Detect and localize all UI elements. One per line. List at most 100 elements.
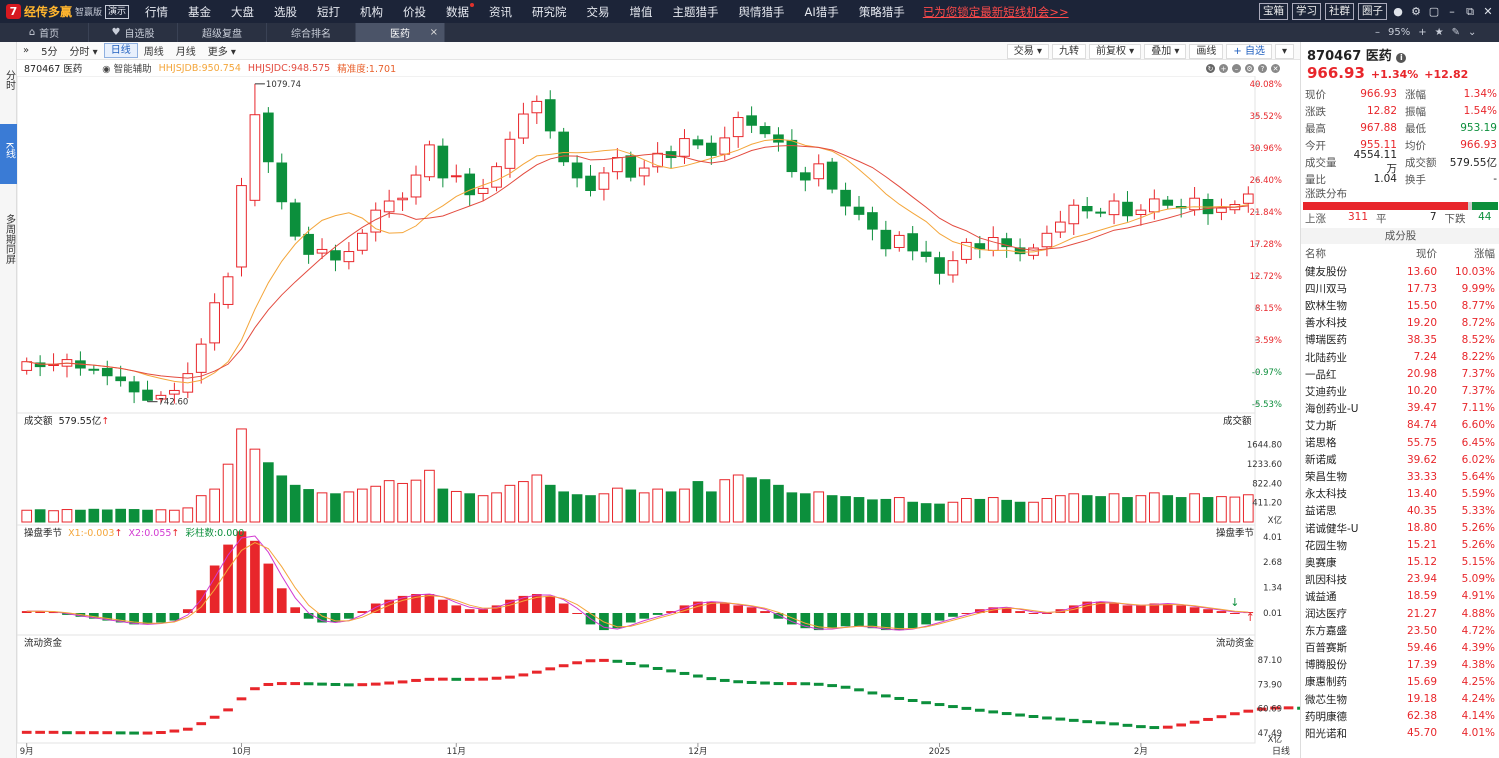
- constituent-row[interactable]: 荣昌生物 33.33 5.64%: [1305, 470, 1495, 484]
- constituent-row[interactable]: 永太科技 13.40 5.59%: [1305, 487, 1495, 501]
- star-icon[interactable]: ★: [1434, 27, 1444, 38]
- nav-item[interactable]: 交易: [586, 4, 610, 19]
- candle-body: [1189, 197, 1200, 211]
- chart-tool-button[interactable]: 前复权 ▾: [1089, 43, 1142, 59]
- promo-link[interactable]: 已为您锁定最新短线机会>>: [922, 4, 1069, 19]
- nav-item[interactable]: 策略猎手: [858, 4, 905, 19]
- tab-intraday[interactable]: 分时: [3, 70, 15, 90]
- chart-tool-button[interactable]: 交易 ▾: [1006, 43, 1049, 59]
- nav-item[interactable]: 行情: [145, 4, 169, 19]
- nav-item[interactable]: 价投: [403, 4, 427, 19]
- period-button[interactable]: 月线: [175, 47, 196, 58]
- window-icon[interactable]: ▢: [1428, 5, 1440, 18]
- nav-item[interactable]: AI猎手: [804, 4, 839, 19]
- candle-body: [840, 189, 851, 207]
- tab-item[interactable]: ⌂ 首页: [0, 23, 89, 42]
- period-button[interactable]: 日线: [103, 43, 138, 58]
- constituent-row[interactable]: 益诺思 40.35 5.33%: [1305, 504, 1495, 518]
- user-icon[interactable]: ●: [1393, 5, 1403, 18]
- top-button[interactable]: 学习: [1292, 3, 1321, 20]
- constituent-row[interactable]: 善水科技 19.20 8.72%: [1305, 316, 1495, 330]
- constituent-row[interactable]: 北陆药业 7.24 8.22%: [1305, 351, 1495, 364]
- close-panel-icon[interactable]: ✕: [1271, 64, 1280, 73]
- constituent-row[interactable]: 康惠制药 15.69 4.25%: [1305, 675, 1495, 689]
- constituent-row[interactable]: 药明康德 62.38 4.14%: [1305, 710, 1495, 723]
- tab-item[interactable]: ♥ 自选股: [89, 23, 178, 42]
- constituent-row[interactable]: 诺思格 55.75 6.45%: [1305, 436, 1495, 450]
- collapse-icon[interactable]: »: [23, 45, 30, 56]
- constituent-row[interactable]: 凯因科技 23.94 5.09%: [1305, 573, 1495, 586]
- chart-tool-button[interactable]: 画线: [1189, 43, 1224, 59]
- constituent-row[interactable]: 诚益通 18.59 4.91%: [1305, 590, 1495, 603]
- home-icon: ⌂: [28, 27, 36, 38]
- kline-chart[interactable]: 40.08% 35.52% 30.96% 26.40% 21.84% 17.28% 12.7…: [17, 76, 1300, 758]
- constituent-row[interactable]: 博瑞医药 38.35 8.52%: [1305, 333, 1495, 347]
- constituent-row[interactable]: 微芯生物 19.18 4.24%: [1305, 693, 1495, 706]
- chart-tool-button[interactable]: 叠加 ▾: [1144, 43, 1187, 59]
- constituent-row[interactable]: 一品红 20.98 7.37%: [1305, 368, 1495, 381]
- tab-item[interactable]: 超级复盘: [178, 23, 267, 42]
- minimize-icon[interactable]: –: [1449, 5, 1455, 18]
- volume-axis-tick: 1233.60: [1247, 460, 1282, 470]
- restore-icon[interactable]: ⧉: [1466, 4, 1474, 18]
- constituent-row[interactable]: 艾迪药业 10.20 7.37%: [1305, 385, 1495, 398]
- constituent-row[interactable]: 艾力斯 84.74 6.60%: [1305, 419, 1495, 432]
- period-button[interactable]: 分时 ▾: [69, 47, 98, 58]
- period-button[interactable]: 更多 ▾: [207, 47, 236, 58]
- chart-tool-button[interactable]: 九转: [1052, 43, 1086, 59]
- tab-multi-period[interactable]: 多周期同屏: [3, 214, 15, 264]
- candle-body: [276, 162, 288, 203]
- constituent-row[interactable]: 海创药业-U 39.47 7.11%: [1305, 402, 1495, 415]
- constituent-row[interactable]: 新诺威 39.62 6.02%: [1305, 453, 1495, 467]
- period-button[interactable]: 5分: [41, 47, 58, 58]
- zoom-in-icon[interactable]: +: [1418, 27, 1427, 38]
- macd-bar: [129, 613, 139, 625]
- top-button[interactable]: 圈子: [1358, 3, 1387, 20]
- constituent-row[interactable]: 博腾股份 17.39 4.38%: [1305, 658, 1495, 672]
- chart-tool-button[interactable]: ▾: [1274, 43, 1294, 59]
- period-button[interactable]: 周线: [143, 47, 164, 58]
- chevron-down-icon[interactable]: ⌄: [1467, 27, 1477, 38]
- nav-item[interactable]: 资讯: [489, 4, 513, 19]
- candle-body: [759, 126, 771, 135]
- constituent-row[interactable]: 健友股份 13.60 10.03%: [1305, 265, 1495, 279]
- app-logo[interactable]: 7 经传多赢 智赢版 演示: [0, 0, 135, 23]
- pin-icon[interactable]: ✎: [1451, 27, 1460, 38]
- top-button[interactable]: 宝箱: [1259, 3, 1288, 20]
- nav-item[interactable]: 舆情猎手: [738, 4, 785, 19]
- candle-body: [21, 361, 33, 371]
- gear-icon[interactable]: ⚙: [1411, 5, 1421, 18]
- constituent-row[interactable]: 诺诚健华-U 18.80 5.26%: [1305, 522, 1495, 535]
- zoom-out-icon[interactable]: –: [1375, 27, 1380, 38]
- nav-item[interactable]: 短打: [317, 4, 341, 19]
- nav-item[interactable]: 选股: [274, 4, 298, 19]
- close-icon[interactable]: ✕: [1483, 5, 1493, 18]
- help-icon[interactable]: ?: [1258, 64, 1267, 73]
- tab-kline[interactable]: K线: [0, 124, 17, 184]
- settings-icon[interactable]: ⚙: [1245, 64, 1254, 73]
- top-button[interactable]: 社群: [1325, 3, 1354, 20]
- remove-icon[interactable]: –: [1232, 64, 1241, 73]
- constituent-row[interactable]: 润达医疗 21.27 4.88%: [1305, 607, 1495, 621]
- constituent-row[interactable]: 阳光诺和 45.70 4.01%: [1305, 727, 1495, 740]
- refresh-icon[interactable]: ↻: [1206, 64, 1215, 73]
- add-icon[interactable]: +: [1219, 64, 1228, 73]
- smart-assist-toggle[interactable]: ◉ 智能辅助: [102, 64, 152, 75]
- nav-item[interactable]: 研究院: [532, 4, 567, 19]
- tab-close-icon[interactable]: ×: [429, 27, 438, 38]
- tab-item[interactable]: 综合排名: [267, 23, 356, 42]
- tab-active[interactable]: 医药 ×: [356, 23, 445, 42]
- nav-item[interactable]: 机构: [360, 4, 384, 19]
- constituent-row[interactable]: 四川双马 17.73 9.99%: [1305, 282, 1495, 296]
- nav-item[interactable]: 基金: [188, 4, 212, 19]
- nav-item[interactable]: 大盘: [231, 4, 255, 19]
- nav-item[interactable]: 主题猎手: [672, 4, 719, 19]
- nav-item[interactable]: 数据: [436, 0, 479, 23]
- chart-tool-button[interactable]: + 自选: [1226, 43, 1272, 59]
- constituent-row[interactable]: 东方嘉盛 23.50 4.72%: [1305, 624, 1495, 638]
- nav-item[interactable]: 增值: [629, 4, 653, 19]
- constituent-row[interactable]: 奥赛康 15.12 5.15%: [1305, 556, 1495, 569]
- constituent-row[interactable]: 欧林生物 15.50 8.77%: [1305, 299, 1495, 313]
- constituent-row[interactable]: 百普赛斯 59.46 4.39%: [1305, 641, 1495, 655]
- constituent-row[interactable]: 花园生物 15.21 5.26%: [1305, 539, 1495, 552]
